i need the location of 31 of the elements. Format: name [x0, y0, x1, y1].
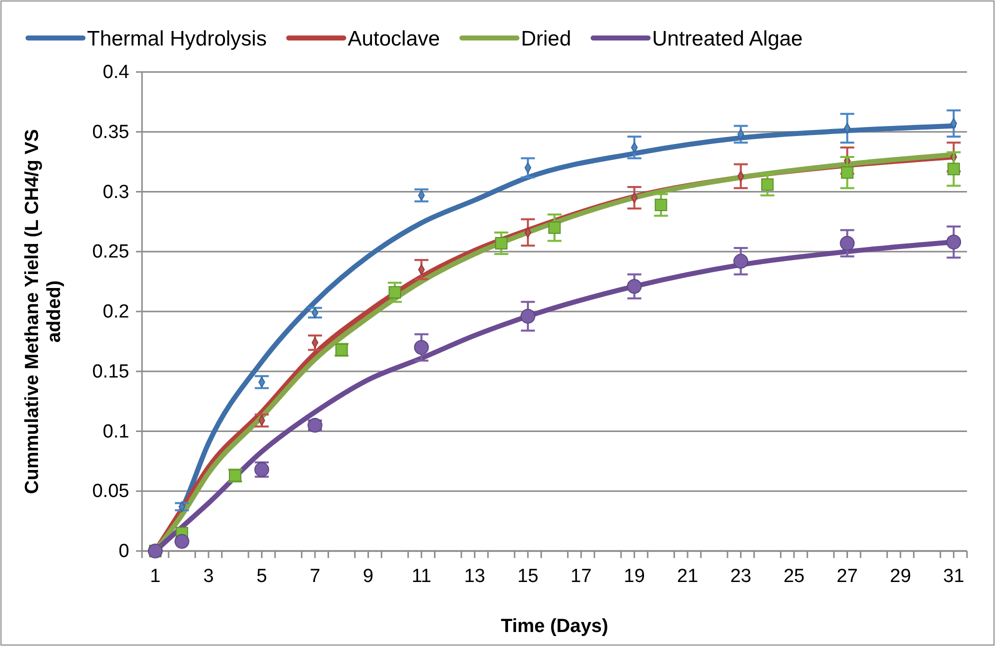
y-tick-label: 0.35: [92, 122, 130, 143]
x-tick-label: 31: [943, 566, 964, 587]
x-tick-label: 29: [890, 566, 912, 587]
y-tick-label: 0.15: [92, 361, 130, 382]
x-axis-title: Time (Days): [500, 616, 608, 637]
x-tick-label: 19: [624, 566, 645, 587]
y-axis-title: Cummulative Methane Yield (L CH4/g VS added): [22, 129, 65, 494]
x-tick-label: 11: [412, 566, 432, 587]
x-tick-label: 7: [310, 566, 320, 587]
y-tick-label: 0.05: [92, 481, 130, 502]
x-tick-label: 13: [464, 566, 486, 587]
y-tick-label: 0: [118, 541, 130, 562]
x-tick-label: 5: [256, 566, 268, 587]
x-tick-label: 9: [362, 566, 374, 587]
y-tick-label: 0.1: [102, 421, 130, 442]
legend-label: Thermal Hydrolysis: [87, 27, 267, 50]
x-tick-label: 25: [783, 566, 805, 587]
x-tick-label: 1: [150, 566, 161, 587]
legend-label: Autoclave: [348, 27, 440, 50]
x-tick-label: 21: [676, 566, 698, 587]
x-tick-label: 27: [836, 566, 858, 587]
x-tick-label: 3: [203, 566, 214, 587]
legend-label: Dried: [520, 27, 572, 50]
y-tick-label: 0.4: [102, 62, 130, 84]
y-tick-label: 0.25: [92, 242, 130, 263]
x-tick-label: 23: [730, 566, 752, 587]
y-tick-label: 0.3: [102, 182, 130, 203]
legend-label: Untreated Algae: [652, 27, 803, 50]
x-tick-label: 17: [570, 566, 592, 587]
y-tick-label: 0.2: [102, 302, 130, 323]
x-tick-label: 15: [517, 566, 538, 587]
